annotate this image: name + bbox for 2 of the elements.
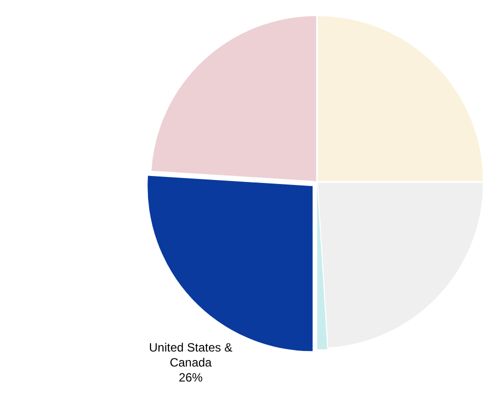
data-label: 26% [178, 370, 204, 385]
slice-label: United States & Canada [149, 340, 232, 370]
